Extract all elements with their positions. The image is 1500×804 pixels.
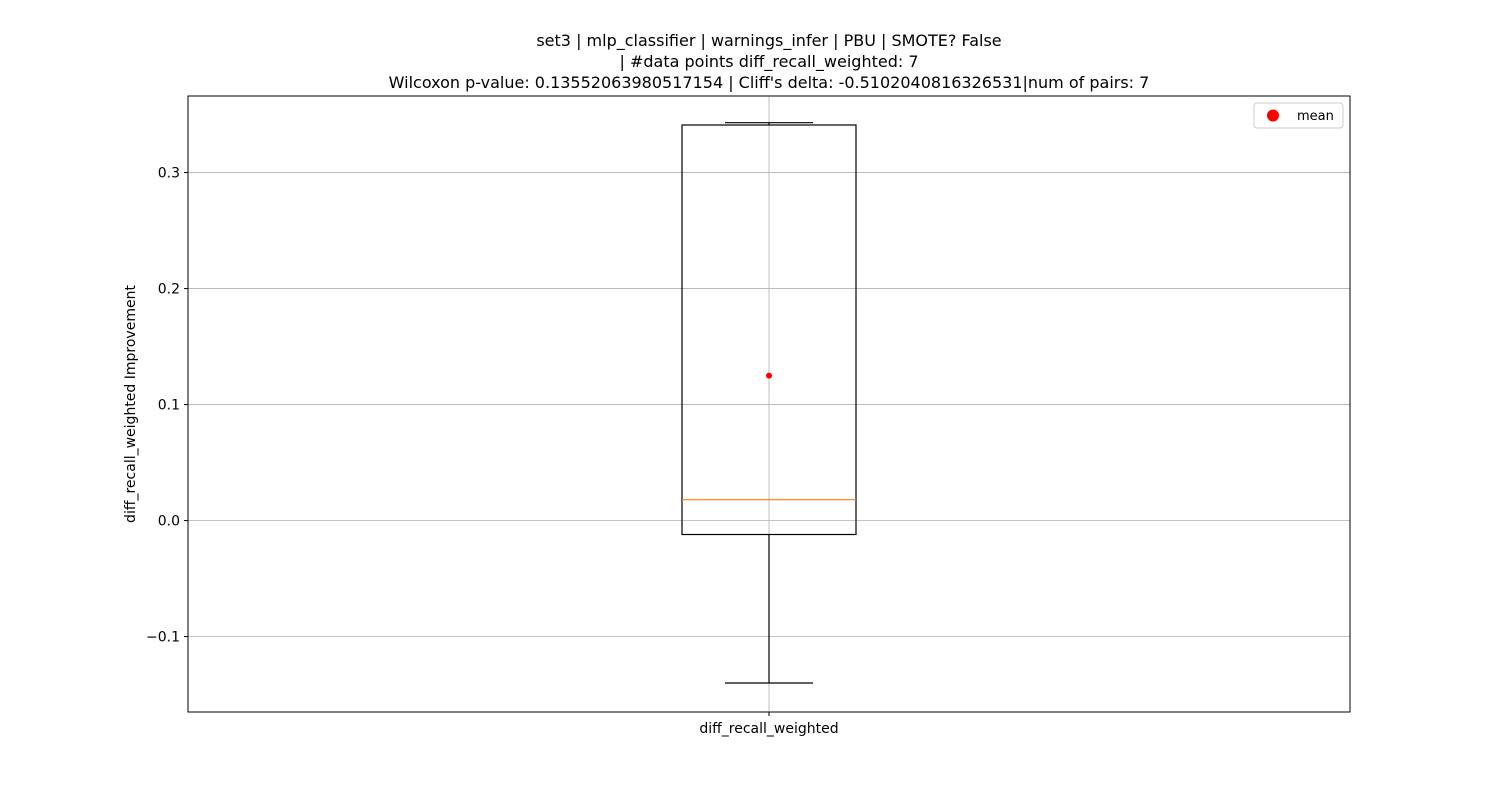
mean-marker [766,372,772,379]
title-line-3: Wilcoxon p-value: 0.13552063980517154 | … [389,73,1150,92]
legend-frame [1253,102,1344,129]
y-tick-label: 0.0 [158,514,180,530]
title-line-2: | #data points diff_recall_weighted: 7 [619,52,918,72]
chart-title: set3 | mlp_classifier | warnings_infer |… [389,31,1150,92]
y-tick-label: 0.2 [158,282,180,298]
plot-area-frame [187,95,1351,713]
x-tick-label: diff_recall_weighted [699,721,838,737]
box-layer [681,122,857,684]
y-axis-ticks: −0.1 0.0 0.1 0.2 0.3 [146,166,770,716]
title-line-1: set3 | mlp_classifier | warnings_infer |… [536,31,1001,51]
y-axis-label: diff_recall_weighted Improvement [123,285,139,523]
y-tick-label: 0.1 [158,398,180,414]
legend-mean-label: mean [1297,109,1334,124]
y-tick-label: 0.3 [158,166,180,182]
legend-mean-marker [1267,109,1279,122]
box-iqr [681,124,857,536]
y-tick-label: −0.1 [146,630,180,646]
grid-layer [188,96,1350,712]
legend: mean [1253,102,1344,129]
